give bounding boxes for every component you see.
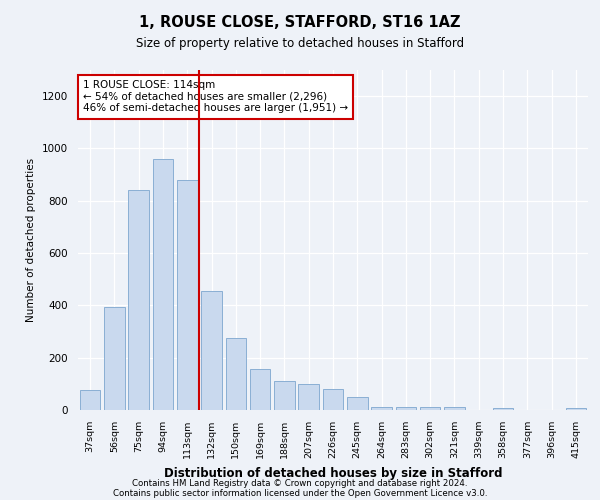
Bar <box>298 384 319 410</box>
Bar <box>177 180 197 410</box>
Bar <box>201 291 222 410</box>
Bar <box>152 159 173 410</box>
Bar <box>371 408 392 410</box>
Bar <box>395 408 416 410</box>
Text: Contains public sector information licensed under the Open Government Licence v3: Contains public sector information licen… <box>113 488 487 498</box>
Bar <box>444 408 465 410</box>
Bar <box>226 338 246 410</box>
Bar <box>493 408 514 410</box>
X-axis label: Distribution of detached houses by size in Stafford: Distribution of detached houses by size … <box>164 466 502 479</box>
Bar <box>347 397 368 410</box>
Bar <box>104 306 125 410</box>
Bar <box>420 408 440 410</box>
Bar <box>80 390 100 410</box>
Bar <box>128 190 149 410</box>
Text: Size of property relative to detached houses in Stafford: Size of property relative to detached ho… <box>136 38 464 51</box>
Bar <box>566 408 586 410</box>
Bar <box>274 381 295 410</box>
Text: 1 ROUSE CLOSE: 114sqm
← 54% of detached houses are smaller (2,296)
46% of semi-d: 1 ROUSE CLOSE: 114sqm ← 54% of detached … <box>83 80 348 114</box>
Bar <box>250 370 271 410</box>
Text: 1, ROUSE CLOSE, STAFFORD, ST16 1AZ: 1, ROUSE CLOSE, STAFFORD, ST16 1AZ <box>139 15 461 30</box>
Text: Contains HM Land Registry data © Crown copyright and database right 2024.: Contains HM Land Registry data © Crown c… <box>132 478 468 488</box>
Bar <box>323 389 343 410</box>
Y-axis label: Number of detached properties: Number of detached properties <box>26 158 37 322</box>
